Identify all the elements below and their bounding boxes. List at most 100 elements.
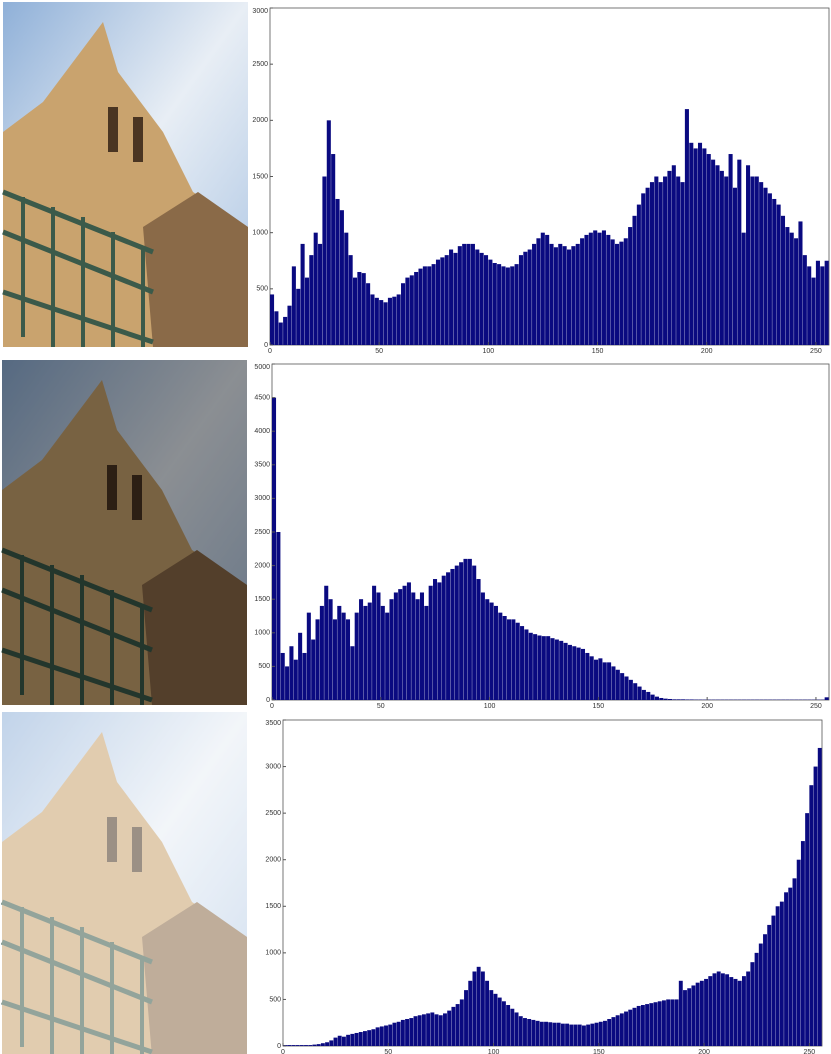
bar [289, 646, 294, 700]
bar [632, 1007, 637, 1046]
bar [611, 1017, 616, 1046]
bar [497, 264, 502, 345]
bar [550, 638, 555, 700]
bar [493, 993, 498, 1046]
bar [459, 562, 464, 700]
bar [545, 234, 550, 345]
bar [401, 283, 406, 345]
bar [576, 647, 581, 700]
y-tick-label: 2000 [265, 857, 281, 864]
bar [725, 974, 730, 1046]
bar [670, 999, 675, 1046]
bar [716, 971, 721, 1046]
bar [501, 1001, 506, 1046]
bar [398, 589, 403, 700]
bar [603, 1020, 607, 1046]
bar [427, 266, 432, 345]
bar [357, 271, 362, 345]
bar [805, 813, 810, 1046]
bar [315, 619, 320, 700]
bar [659, 697, 664, 700]
bar [672, 699, 677, 700]
bar [383, 302, 388, 345]
bar [706, 154, 711, 345]
bar [278, 322, 283, 345]
y-tick-label: 5000 [254, 364, 270, 371]
bar [497, 997, 502, 1046]
bar [376, 592, 381, 700]
bar [470, 243, 475, 345]
photo-bright [2, 712, 247, 1054]
bar [450, 568, 455, 700]
bar [729, 977, 734, 1046]
bar [311, 639, 316, 700]
bar [319, 605, 324, 700]
bar [523, 1018, 527, 1046]
bar [689, 699, 694, 700]
bar [649, 182, 655, 345]
bar [594, 1022, 599, 1046]
bar [270, 294, 275, 345]
bar [607, 1018, 612, 1046]
bar [431, 264, 436, 345]
bar [750, 962, 755, 1046]
y-tick-label: 1500 [254, 596, 270, 603]
bar [306, 612, 311, 700]
y-tick-label: 0 [264, 342, 268, 349]
bar [337, 1035, 342, 1046]
y-tick-label: 2000 [252, 117, 268, 124]
y-tick-label: 500 [256, 286, 268, 293]
bar [653, 1002, 658, 1046]
bar [667, 170, 672, 345]
bar [593, 230, 598, 345]
bar [641, 193, 646, 345]
bar [624, 676, 629, 700]
bar [628, 1009, 633, 1046]
bar [518, 1016, 523, 1046]
bar [602, 662, 607, 700]
bar [283, 316, 288, 345]
x-tick-label: 50 [375, 348, 383, 355]
bar [434, 1014, 439, 1046]
bar [585, 652, 590, 700]
bar [312, 1044, 317, 1046]
bar [771, 915, 776, 1046]
y-tick-label: 4500 [254, 394, 270, 401]
bar [775, 906, 780, 1046]
bar [361, 273, 366, 345]
bar [666, 999, 671, 1046]
bar [380, 605, 385, 700]
bar [571, 246, 576, 345]
y-tick-label: 1000 [265, 950, 281, 957]
bar [444, 255, 449, 345]
bar [485, 599, 490, 700]
bar [697, 142, 703, 345]
bar [711, 159, 716, 345]
bar [539, 1021, 544, 1046]
bar [661, 1000, 666, 1046]
bar [479, 252, 484, 345]
x-tick-label: 100 [488, 1049, 500, 1054]
bar [636, 1005, 641, 1046]
bar [363, 1031, 367, 1046]
bar [329, 1040, 334, 1046]
bar [615, 243, 620, 345]
bar [809, 785, 814, 1046]
bar [663, 176, 668, 345]
bar [584, 234, 589, 345]
bar [511, 619, 516, 700]
bar [384, 1025, 388, 1046]
bar [586, 1024, 591, 1046]
bar [676, 176, 681, 345]
bar [815, 260, 820, 345]
bar [715, 165, 720, 345]
bar [510, 1008, 515, 1046]
bar [372, 585, 377, 700]
bar [291, 266, 296, 345]
bar [776, 204, 781, 345]
y-tick-label: 1500 [265, 903, 281, 910]
bar [633, 683, 638, 700]
bar [820, 266, 825, 345]
bar [446, 572, 451, 700]
bar [299, 1045, 304, 1046]
